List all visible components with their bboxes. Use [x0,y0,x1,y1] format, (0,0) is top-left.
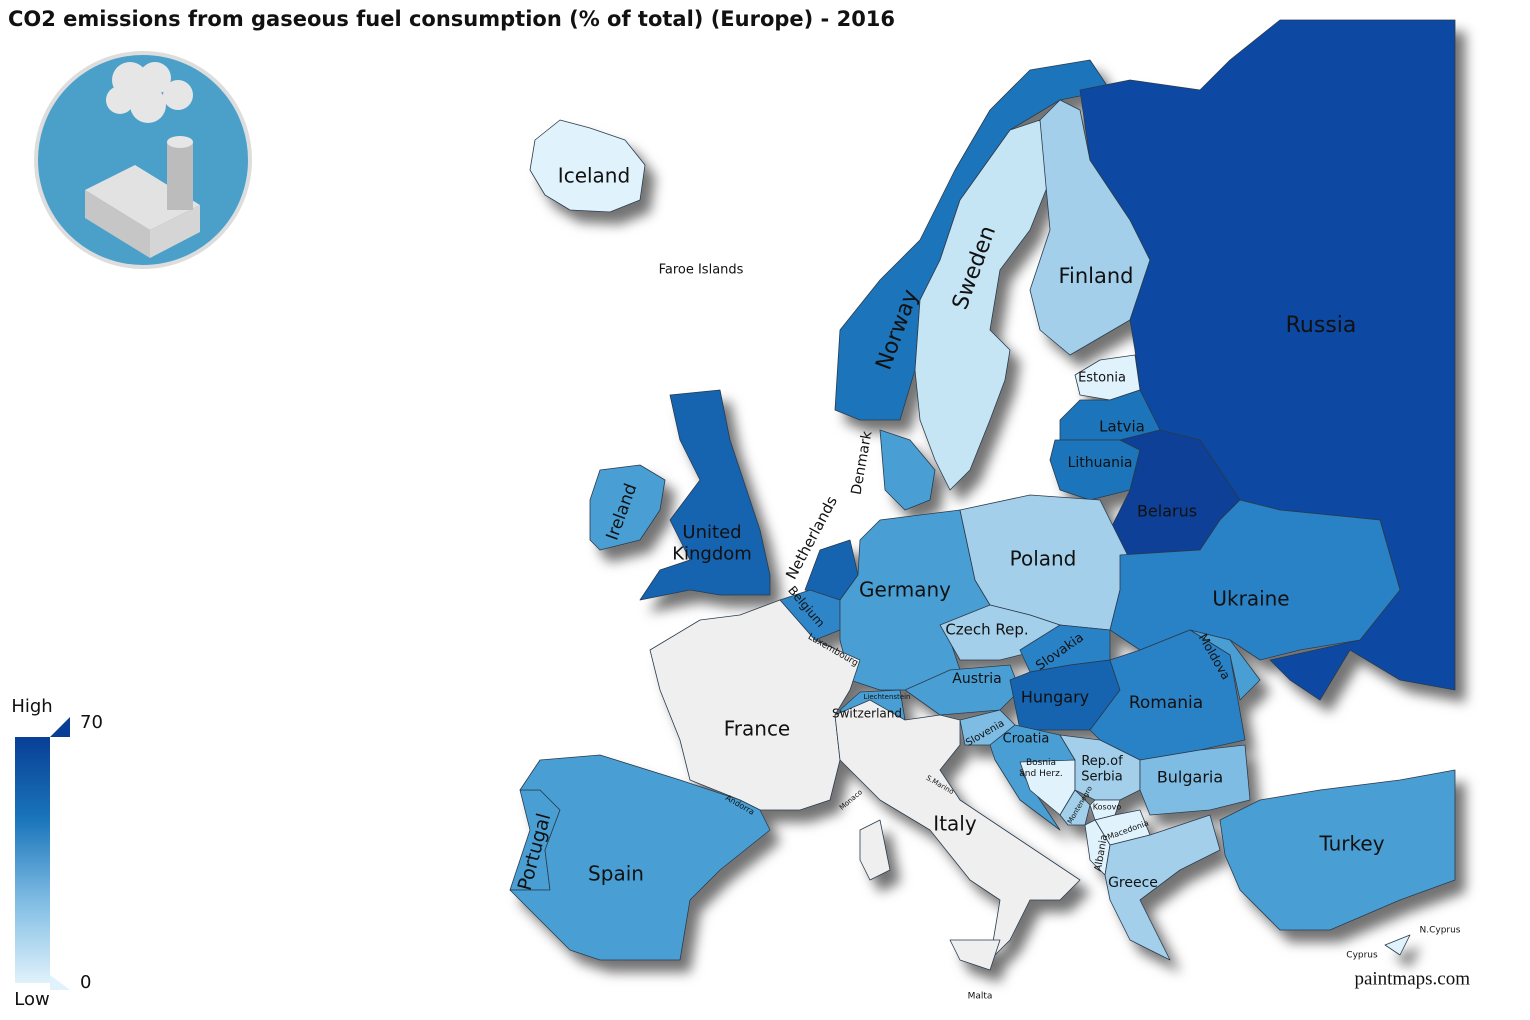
country-shape [879,429,936,511]
country-shape [639,389,771,601]
country-label: Belarus [1137,502,1197,521]
country-label: Austria [952,671,1001,687]
countries [509,19,1456,971]
country-label: Romania [1129,693,1203,713]
country-shape [989,724,1076,831]
country-shape [1104,814,1221,961]
country-label: Germany [859,578,951,602]
country-label: Monaco [838,788,864,812]
country-label: Bosnia and Herz. [1019,758,1062,779]
country-label: Lithuania [1068,455,1133,471]
country-label: Turkey [1318,832,1384,856]
legend-high: High [11,696,52,717]
country-label: Switzerland [832,707,902,721]
country-label: Kosovo [1093,803,1122,812]
country-shape [1059,789,1091,826]
legend-bar [15,737,50,983]
country-label: Latvia [1099,418,1145,436]
country-label: Malta [968,992,993,1002]
country-label: Italy [933,812,977,836]
country-label: Croatia [1003,732,1050,747]
legend-high-mark [50,717,70,737]
country-label: United Kingdom [672,522,752,565]
legend-low: Low [14,989,49,1010]
country-label: Faroe Islands [659,263,744,278]
country-label: Czech Rep. [945,621,1028,639]
country-label: N.Cyprus [1419,926,1460,936]
map-title: CO2 emissions from gaseous fuel consumpt… [8,7,895,31]
country-label: Estonia [1078,371,1126,386]
country-label-line: Kingdom [672,544,752,565]
country-label: Ukraine [1212,587,1289,611]
country-label: Iceland [558,164,630,188]
country-label: Finland [1058,264,1133,288]
country-shape [1109,499,1401,661]
country-label: Poland [1010,547,1077,571]
country-label: Spain [588,862,644,886]
legend-min: 0 [80,972,91,993]
legend-max: 70 [80,712,103,733]
country-shape [1384,934,1411,956]
country-label: Russia [1286,313,1357,338]
country-shape [859,819,891,881]
country-shape [1139,744,1251,816]
legend: High 70 0 Low [11,696,103,1010]
country-shape [1219,769,1456,931]
country-shape [529,119,646,213]
country-label-line: and Herz. [1019,768,1062,778]
country-label-line: Bosnia [1026,758,1056,768]
country-shape [949,939,1001,971]
credit: paintmaps.com [1354,968,1470,989]
country-label: France [724,717,791,741]
legend-low-mark [50,975,70,990]
country-label: Greece [1108,875,1158,891]
country-shape [914,119,1051,491]
country-label-line: Serbia [1081,769,1122,784]
country-label-line: United [682,522,741,543]
icon [34,51,252,269]
country-label: Cyprus [1346,951,1378,961]
country-label: Liechtenstein [863,693,910,701]
country-shape [1089,799,1121,821]
country-label: Rep.of Serbia [1081,754,1123,785]
country-shape [509,754,771,961]
country-label-line: Rep.of [1081,754,1123,769]
country-shape [834,699,1081,961]
country-label: Denmark [849,429,876,496]
country-label: Hungary [1021,688,1089,707]
country-label: Bulgaria [1157,768,1223,787]
country-shape [589,464,666,551]
